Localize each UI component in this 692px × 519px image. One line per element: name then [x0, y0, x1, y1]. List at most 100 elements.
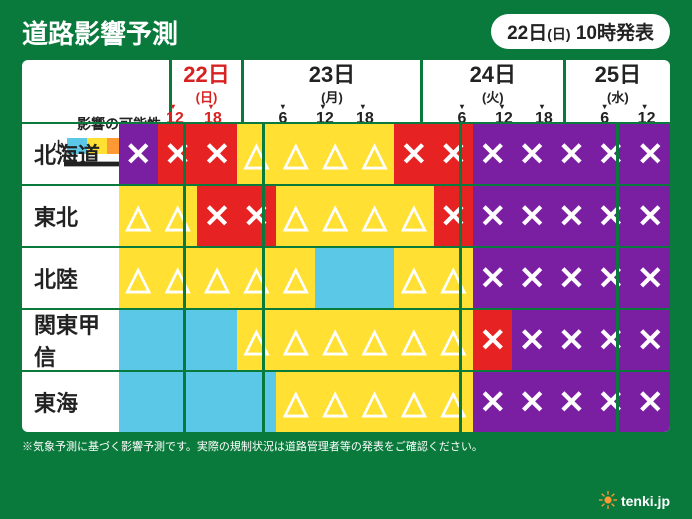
forecast-cell: ✕: [434, 184, 473, 246]
day-separator: [459, 122, 462, 432]
forecast-cell: △: [394, 184, 433, 246]
forecast-cell: ✕: [552, 184, 591, 246]
forecast-cell: △: [434, 370, 473, 432]
forecast-cell: △: [355, 308, 394, 370]
region-label: 北陸: [22, 246, 119, 308]
date-label: 22日: [172, 63, 241, 87]
issue-day-unit: 日: [528, 23, 547, 44]
brand: tenki.jp: [599, 491, 670, 509]
forecast-cell: ✕: [512, 308, 551, 370]
forecast-cell: ✕: [512, 370, 551, 432]
date-label: 25日: [566, 63, 670, 87]
forecast-cell: ✕: [591, 308, 630, 370]
forecast-cell: ✕: [552, 122, 591, 184]
day-separator: [183, 122, 186, 432]
forecast-cell: △: [434, 246, 473, 308]
date-header: 23日(月)61218: [241, 60, 420, 122]
forecast-cell: ✕: [552, 308, 591, 370]
region-grid: 北海道✕✕✕△△△△✕✕✕✕✕✕✕東北△△✕✕△△△△✕✕✕✕✕✕北陸△△△△△…: [22, 122, 670, 432]
forecast-cell: ✕: [631, 308, 670, 370]
forecast-cell: ✕: [591, 370, 630, 432]
date-day: (月): [244, 87, 420, 106]
brand-text: tenki.jp: [621, 493, 670, 509]
forecast-cell: ✕: [631, 184, 670, 246]
forecast-cell: ✕: [237, 184, 276, 246]
forecast-cell: ✕: [473, 122, 512, 184]
forecast-cell: ✕: [512, 246, 551, 308]
date-label: 23日: [244, 63, 420, 87]
root: 道路影響予測 22日(日) 10時発表 影響の可能性 小 大 22日(日)121…: [0, 0, 692, 519]
forecast-cell: ✕: [473, 308, 512, 370]
forecast-cell: ✕: [158, 122, 197, 184]
forecast-cell: [158, 308, 197, 370]
forecast-cell: ✕: [473, 184, 512, 246]
region-row: 関東甲信△△△△△△✕✕✕✕✕: [22, 308, 670, 370]
header: 道路影響予測 22日(日) 10時発表: [22, 14, 670, 52]
forecast-cell: △: [394, 246, 433, 308]
footnote: ※気象予測に基づく影響予測です。実際の規制状況は道路管理者等の発表をご確認くださ…: [22, 438, 670, 454]
date-day: (水): [566, 87, 670, 106]
issue-day-paren: (日): [547, 26, 570, 42]
forecast-cell: △: [276, 308, 315, 370]
forecast-cell: △: [158, 246, 197, 308]
forecast-cell: ✕: [512, 122, 551, 184]
forecast-cell: ✕: [512, 184, 551, 246]
region-row: 東海△△△△△✕✕✕✕✕: [22, 370, 670, 432]
forecast-cell: ✕: [591, 246, 630, 308]
forecast-cell: △: [355, 122, 394, 184]
region-label: 東海: [22, 370, 119, 432]
forecast-cell: △: [315, 370, 354, 432]
forecast-cell: ✕: [197, 184, 236, 246]
forecast-cell: ✕: [591, 184, 630, 246]
forecast-cell: △: [237, 308, 276, 370]
forecast-cell: △: [158, 184, 197, 246]
forecast-cell: △: [237, 246, 276, 308]
forecast-cell: [119, 370, 158, 432]
day-separator: [262, 122, 265, 432]
forecast-cell: △: [119, 246, 158, 308]
forecast-cell: △: [276, 246, 315, 308]
region-label: 北海道: [22, 122, 119, 184]
forecast-cell: ✕: [197, 122, 236, 184]
forecast-cell: [237, 370, 276, 432]
forecast-cell: △: [237, 122, 276, 184]
region-label: 東北: [22, 184, 119, 246]
date-header: 24日(火)61218: [420, 60, 563, 122]
forecast-cell: ✕: [473, 370, 512, 432]
forecast-cell: △: [276, 184, 315, 246]
region-row: 北海道✕✕✕△△△△✕✕✕✕✕✕✕: [22, 122, 670, 184]
forecast-cell: △: [276, 122, 315, 184]
forecast-cell: ✕: [631, 370, 670, 432]
day-separator: [616, 122, 619, 432]
forecast-cell: △: [355, 184, 394, 246]
forecast-cell: △: [197, 246, 236, 308]
forecast-cell: △: [315, 308, 354, 370]
forecast-cell: ✕: [473, 246, 512, 308]
issue-date: 22: [507, 23, 528, 44]
date-header: 25日(水)612: [563, 60, 670, 122]
date-label: 24日: [423, 63, 563, 87]
forecast-cell: △: [276, 370, 315, 432]
forecast-cell: △: [434, 308, 473, 370]
forecast-cell: ✕: [552, 246, 591, 308]
region-row: 北陸△△△△△△△✕✕✕✕✕: [22, 246, 670, 308]
issue-time: 10時発表: [576, 23, 654, 44]
region-label: 関東甲信: [22, 308, 119, 370]
forecast-cell: △: [315, 184, 354, 246]
date-header-row: 22日(日)121823日(月)6121824日(火)6121825日(水)61…: [22, 60, 670, 122]
forecast-cell: △: [315, 122, 354, 184]
forecast-chart: 影響の可能性 小 大 22日(日)121823日(月)6121824日(火)61…: [22, 60, 670, 432]
region-row: 東北△△✕✕△△△△✕✕✕✕✕✕: [22, 184, 670, 246]
forecast-cell: △: [355, 370, 394, 432]
forecast-cell: ✕: [394, 122, 433, 184]
forecast-cell: △: [394, 308, 433, 370]
date-header: 22日(日)1218: [169, 60, 241, 122]
forecast-cell: [197, 308, 236, 370]
forecast-cell: △: [119, 184, 158, 246]
forecast-cell: [197, 370, 236, 432]
forecast-cell: ✕: [552, 370, 591, 432]
forecast-cell: ✕: [631, 246, 670, 308]
forecast-cell: ✕: [591, 122, 630, 184]
issue-time-badge: 22日(日) 10時発表: [491, 14, 670, 49]
sun-icon: [599, 491, 617, 509]
